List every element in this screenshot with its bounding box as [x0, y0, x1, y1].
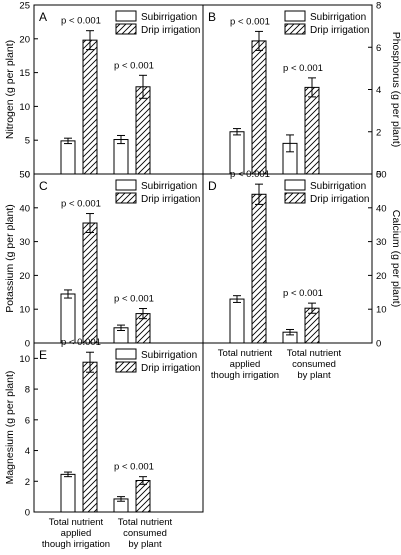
panel-c-ytick-label: 40	[19, 203, 30, 214]
x-category-label: by plant	[128, 539, 162, 550]
panel-b-pvalue: p < 0.001	[283, 63, 323, 74]
panel-a-ytick-label: 25	[19, 1, 30, 12]
panel-a-legend-swatch-drip	[115, 23, 137, 35]
panel-d-bar-subirrigation	[229, 298, 245, 344]
panel-a-ytick-label: 5	[25, 136, 30, 147]
panel-a-bar-subirrigation	[60, 140, 76, 175]
panel-c-legend-swatch-subirrigation	[115, 179, 137, 191]
panel-e-legend-label: Subirrigation	[141, 350, 197, 361]
panel-e-bar-drip	[82, 361, 98, 513]
panel-b-legend-swatch-drip	[284, 23, 306, 35]
panel-a-ylabel: Nitrogen (g per plant)	[4, 40, 16, 139]
panel-a-legend-label: Drip irrigation	[141, 25, 200, 36]
panel-c-ylabel: Potassium (g per plant)	[4, 204, 16, 313]
panel-d-ytick-label: 50	[376, 170, 387, 181]
panel-c-ytick-label: 50	[19, 170, 30, 181]
x-category-label: Total nutrient	[49, 517, 104, 528]
panel-b-bar-drip	[304, 86, 320, 175]
x-category-label: Total nutrient	[118, 517, 173, 528]
panel-b-bar-drip	[251, 40, 267, 175]
panel-e-legend-swatch-subirrigation	[115, 348, 137, 360]
panel-e-ytick-label: 4	[25, 446, 30, 457]
panel-e-ytick-label: 6	[25, 415, 30, 426]
x-category-label: by plant	[297, 370, 331, 381]
panel-c-pvalue: p < 0.001	[114, 294, 154, 305]
x-category-label: Total nutrient	[287, 348, 342, 359]
panel-c-legend-swatch-drip	[115, 192, 137, 204]
panel-a-ytick-label: 20	[19, 34, 30, 45]
panel-d-ytick-label: 20	[376, 271, 387, 282]
panel-c-ytick-label: 10	[19, 305, 30, 316]
panel-b-legend-label: Subirrigation	[310, 12, 366, 23]
panel-b-letter: B	[208, 10, 216, 24]
panel-b-ytick-label: 6	[376, 43, 381, 54]
x-category-label: Total nutrient	[218, 348, 273, 359]
panel-b-bar-subirrigation	[229, 131, 245, 175]
panel-d-ytick-label: 10	[376, 305, 387, 316]
panel-d-legend-label: Drip irrigation	[310, 194, 369, 205]
panel-c-ytick-label: 0	[25, 339, 30, 350]
panel-b-ytick-label: 2	[376, 127, 381, 138]
panel-e-bar-subirrigation	[60, 473, 76, 513]
panel-d-pvalue: p < 0.001	[230, 169, 270, 180]
panel-d-pvalue: p < 0.001	[283, 288, 323, 299]
panel-d-ylabel: Calcium (g per plant)	[390, 210, 401, 307]
panel-b-ytick-label: 4	[376, 85, 381, 96]
panel-b-ylabel: Phosphorus (g per plant)	[390, 32, 401, 148]
panel-a-ytick-label: 15	[19, 68, 30, 79]
panel-d-ytick-label: 30	[376, 237, 387, 248]
panel-d-ytick-label: 0	[376, 339, 381, 350]
panel-e-letter: E	[39, 348, 47, 362]
panel-a-bar-drip	[135, 86, 151, 175]
panel-e-ytick-label: 0	[25, 508, 30, 519]
panel-a-letter: A	[39, 10, 47, 24]
panel-d-ytick-label: 40	[376, 203, 387, 214]
panel-e-ytick-label: 8	[25, 385, 30, 396]
panel-d-letter: D	[208, 179, 217, 193]
panel-e-ytick-label: 10	[19, 354, 30, 365]
x-category-label: consumed	[123, 528, 167, 539]
panel-e-pvalue: p < 0.001	[114, 462, 154, 473]
panel-b-pvalue: p < 0.001	[230, 16, 270, 27]
panel-c-ytick-label: 20	[19, 271, 30, 282]
panel-c-legend-label: Subirrigation	[141, 181, 197, 192]
panel-d-legend-swatch-drip	[284, 192, 306, 204]
panel-d-legend-swatch-subirrigation	[284, 179, 306, 191]
panel-a-bar-subirrigation	[113, 139, 129, 175]
panel-c-bar-subirrigation	[60, 293, 76, 344]
x-category-label: applied	[230, 359, 261, 370]
panel-a-legend-label: Subirrigation	[141, 12, 197, 23]
panel-e-ylabel: Magnesium (g per plant)	[4, 371, 16, 485]
panel-b-legend-swatch-subirrigation	[284, 10, 306, 22]
panel-e-legend-swatch-drip	[115, 361, 137, 373]
panel-c-bar-drip	[82, 222, 98, 344]
panel-e-legend-label: Drip irrigation	[141, 363, 200, 374]
panel-c-letter: C	[39, 179, 48, 193]
panel-a-pvalue: p < 0.001	[114, 60, 154, 71]
panel-c-legend-label: Drip irrigation	[141, 194, 200, 205]
panel-e-pvalue: p < 0.001	[61, 337, 101, 348]
x-category-label: though irrigation	[211, 370, 279, 381]
panel-b-ytick-label: 8	[376, 1, 381, 12]
panel-d-legend-label: Subirrigation	[310, 181, 366, 192]
panel-a-bar-drip	[82, 39, 98, 175]
panel-c-ytick-label: 30	[19, 237, 30, 248]
x-category-label: though irrigation	[42, 539, 110, 550]
panel-a-ytick-label: 10	[19, 102, 30, 113]
panel-c-pvalue: p < 0.001	[61, 199, 101, 210]
panel-a-pvalue: p < 0.001	[61, 16, 101, 27]
panel-b-ytick-label: 0	[376, 170, 381, 181]
panel-a-ytick-label: 0	[25, 170, 30, 181]
panel-b-legend-label: Drip irrigation	[310, 25, 369, 36]
panel-e-bar-drip	[135, 480, 151, 513]
panel-a-legend-swatch-subirrigation	[115, 10, 137, 22]
x-category-label: consumed	[292, 359, 336, 370]
x-category-label: applied	[61, 528, 92, 539]
panel-e-ytick-label: 2	[25, 477, 30, 488]
panel-d-bar-drip	[251, 193, 267, 344]
